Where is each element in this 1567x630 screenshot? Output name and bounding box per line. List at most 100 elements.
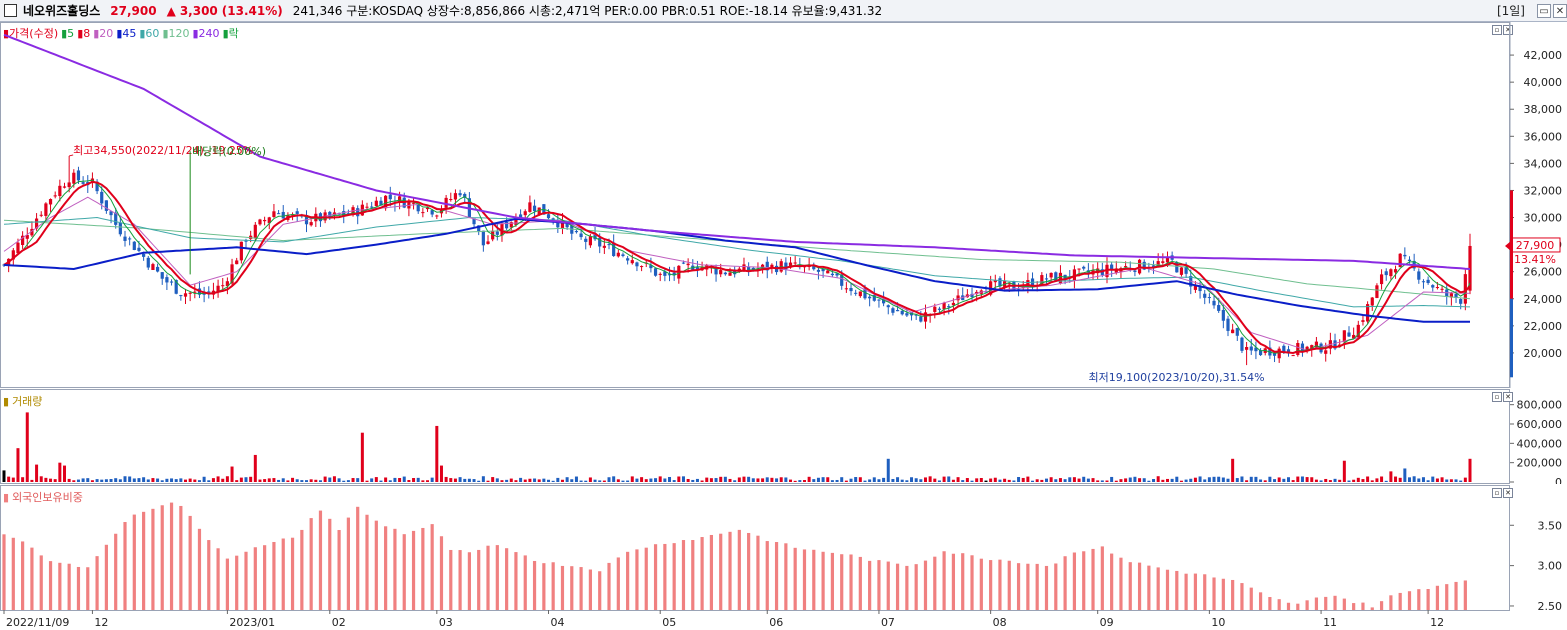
candle-body: [672, 272, 676, 276]
candle-body: [872, 295, 876, 301]
volume-bar: [184, 479, 188, 482]
legend-item-7[interactable]: ▮240: [192, 27, 220, 40]
foreign-bar: [318, 510, 323, 610]
foreign-bar: [523, 555, 527, 610]
pane-close-icon[interactable]: ✕: [1503, 392, 1513, 402]
candle-body: [1375, 285, 1379, 298]
volume-bar: [76, 479, 80, 482]
volume-bar: [961, 480, 965, 482]
candle-body: [821, 268, 825, 272]
candle-body: [114, 212, 118, 225]
volume-bar: [570, 479, 574, 482]
candle-body: [714, 268, 718, 275]
foreign-ratio-chart[interactable]: 2.50 3.00 3.50 2022/11/09 12 2023/01 02 03 04 05 0…: [0, 485, 1567, 630]
pane-minimize-icon[interactable]: ▫: [1492, 488, 1502, 498]
foreign-bar: [114, 533, 118, 610]
legend-item-8[interactable]: ▮락: [222, 27, 239, 40]
volume-bar: [1114, 480, 1118, 482]
candle-body: [53, 195, 57, 197]
candle-body: [886, 305, 890, 308]
legend-item-4[interactable]: ▮45: [116, 27, 137, 40]
price-tag-pointer-icon: [1505, 240, 1511, 251]
ma240-line: [3, 33, 1471, 270]
volume-bar: [458, 477, 462, 482]
foreign-bar: [691, 540, 695, 610]
legend-item-1[interactable]: ▮5: [61, 27, 75, 40]
candle-body: [1245, 347, 1249, 350]
volume-bar: [607, 477, 611, 482]
volume-bar: [919, 479, 923, 482]
candle-body: [751, 267, 755, 271]
legend-item-2[interactable]: ▮8: [77, 27, 91, 40]
volume-bar: [309, 479, 313, 482]
volume-bar: [1119, 479, 1123, 482]
pane-close-icon[interactable]: ✕: [1503, 25, 1513, 35]
volume-chart[interactable]: 0 200,000 400,000 600,000 800,000: [0, 389, 1567, 484]
candle-body: [951, 302, 956, 306]
candle-body: [76, 170, 81, 181]
volume-bar: [686, 478, 690, 482]
candle-body: [742, 264, 746, 272]
volume-bar: [179, 478, 183, 482]
foreign-bar: [95, 556, 99, 610]
pane-minimize-icon[interactable]: ▫: [1492, 25, 1502, 35]
legend-item-3[interactable]: ▮20: [93, 27, 114, 40]
candle-body: [826, 270, 830, 274]
candle-body: [165, 277, 169, 283]
pane-close-icon[interactable]: ✕: [1503, 488, 1513, 498]
price-chart[interactable]: 20,00022,00024,00026,00028,00030,00032,0…: [0, 22, 1567, 388]
candle-body: [630, 260, 634, 264]
xtick-label: 12: [94, 616, 108, 629]
volume-bar: [984, 480, 988, 482]
candle-body: [430, 210, 434, 215]
foreign-bar: [1063, 556, 1067, 610]
volume-bar: [816, 477, 820, 482]
period-selector[interactable]: [1일]: [1496, 4, 1525, 18]
volume-bar: [970, 480, 974, 482]
candle-body: [1175, 262, 1179, 273]
volume-bar: [1133, 476, 1137, 482]
candle-body: [1342, 330, 1346, 343]
foreign-ytick-label: 3.50: [1538, 519, 1563, 532]
legend-item-5[interactable]: ▮60: [139, 27, 160, 40]
foreign-bar: [2, 534, 6, 610]
volume-bar: [1249, 476, 1253, 482]
volume-bar: [486, 480, 490, 482]
volume-bar: [737, 477, 741, 482]
foreign-bar: [11, 537, 15, 610]
volume-legend-marker-icon: ▮: [3, 395, 10, 408]
legend-item-0[interactable]: ▮가격(수정): [3, 27, 59, 40]
volume-bar: [291, 477, 295, 482]
candle-body: [1184, 266, 1188, 274]
legend-item-6[interactable]: ▮120: [162, 27, 190, 40]
volume-bar: [374, 477, 378, 482]
pane-minimize-icon[interactable]: ▫: [1492, 392, 1502, 402]
foreign-bar: [1296, 603, 1300, 610]
volume-bar: [1165, 478, 1169, 482]
candle-body: [365, 206, 369, 208]
foreign-bar: [1072, 552, 1077, 610]
candle-body: [463, 193, 467, 198]
volume-bar: [695, 478, 699, 482]
candle-body: [1226, 318, 1230, 331]
foreign-bar: [1314, 597, 1319, 610]
candle-body: [146, 257, 150, 268]
low-annotation: 최저19,100(2023/10/20),31.54%: [1088, 371, 1264, 384]
candle-body: [658, 273, 662, 275]
foreign-bar: [179, 505, 183, 610]
foreign-bar: [700, 537, 704, 610]
close-button[interactable]: ✕: [1553, 3, 1567, 18]
volume-bar: [654, 478, 658, 482]
candle-body: [1058, 272, 1063, 284]
candle-body: [1040, 275, 1044, 286]
candle-body: [514, 217, 518, 225]
volume-bar: [1161, 479, 1165, 482]
candle-body: [1379, 274, 1384, 285]
candle-body: [667, 274, 672, 276]
volume-bar: [305, 480, 309, 482]
select-checkbox[interactable]: [4, 4, 17, 17]
minimize-button[interactable]: ▭: [1537, 3, 1551, 18]
volume-bar: [975, 478, 979, 482]
candle-body: [895, 310, 900, 312]
candle-body: [1105, 264, 1109, 278]
